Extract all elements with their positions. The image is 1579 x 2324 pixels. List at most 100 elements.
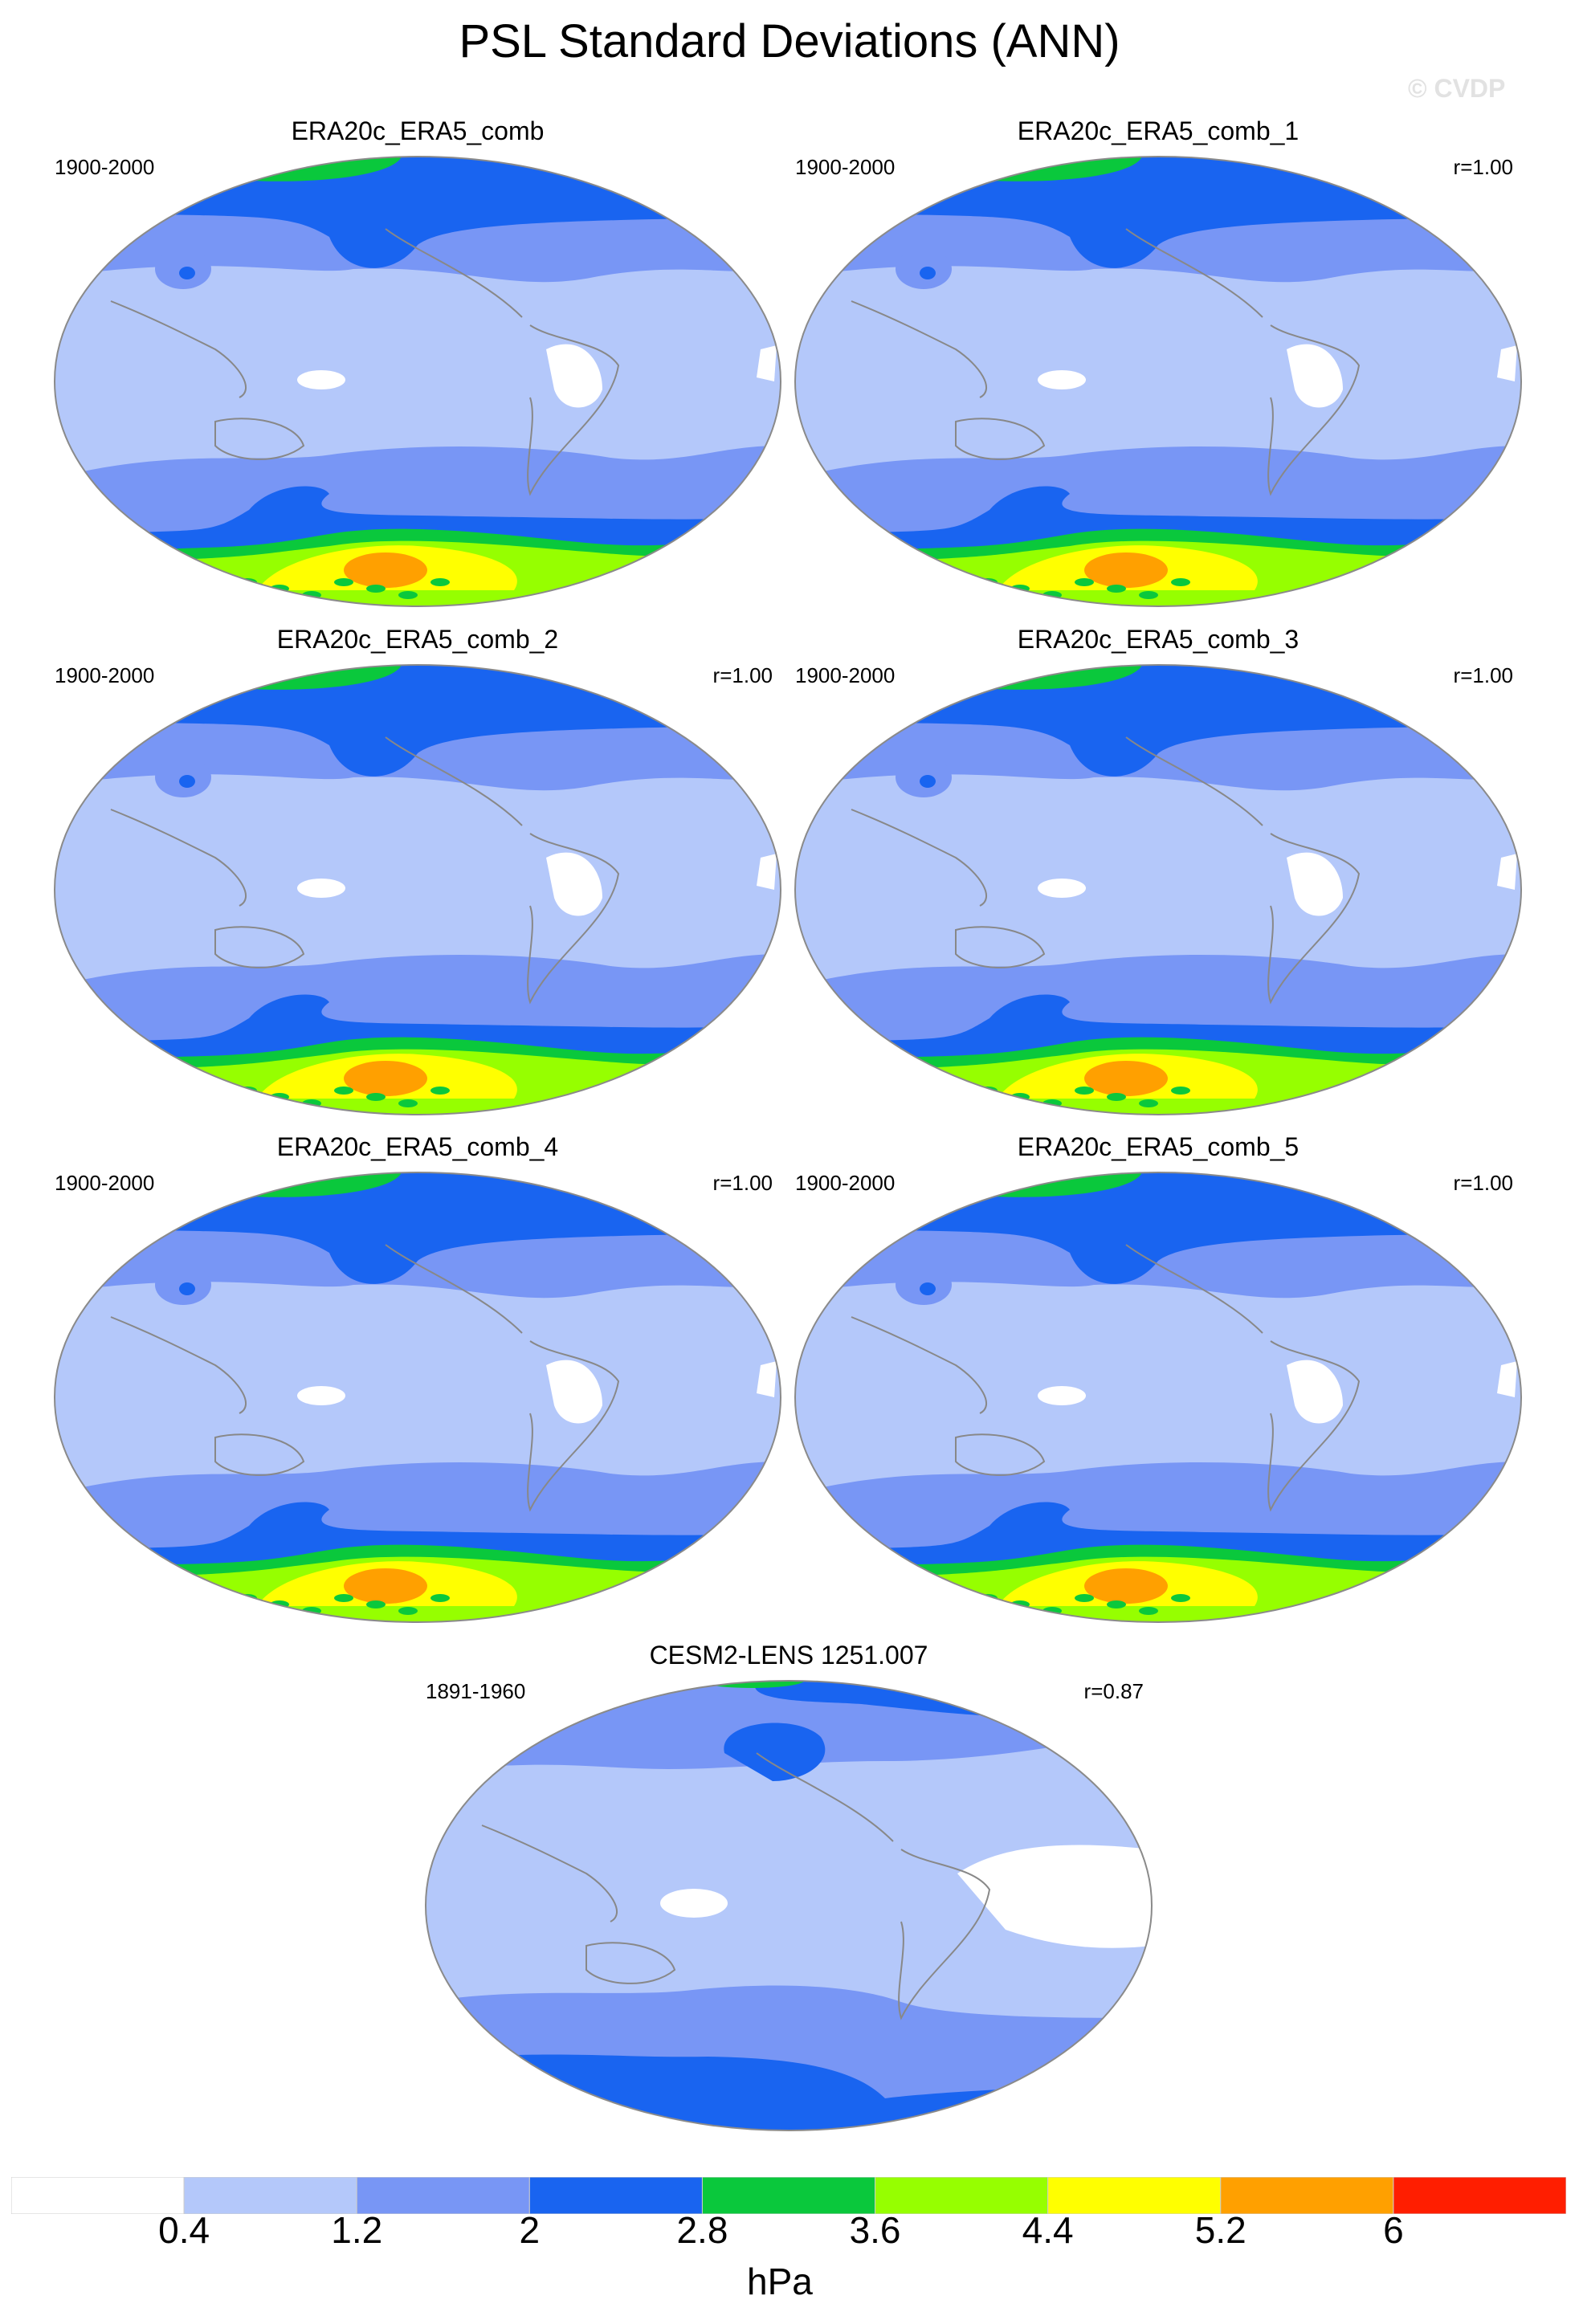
map-panel: ERA20c_ERA5_comb_1 1900-2000 r=1.00	[794, 116, 1522, 607]
colorbar-swatch	[1393, 2176, 1567, 2215]
panel-period: 1900-2000	[55, 663, 155, 687]
australia-coastline	[955, 418, 1046, 460]
north-lime	[217, 162, 252, 170]
south-speckle	[914, 1093, 933, 1101]
south-speckle	[1171, 1594, 1190, 1602]
south-orange	[1084, 1568, 1168, 1604]
amazon-white	[1287, 344, 1343, 408]
panel-correlation: r=1.00	[1453, 1171, 1513, 1195]
south-speckle	[914, 585, 933, 593]
south-orange	[344, 552, 427, 588]
map-panel: ERA20c_ERA5_comb_4 1900-2000 r=1.00	[54, 1132, 781, 1623]
pacific-white	[297, 879, 345, 898]
south-speckle	[398, 591, 418, 599]
australia-coastline	[214, 926, 305, 968]
south-speckle	[398, 1607, 418, 1615]
america-white	[957, 1845, 1152, 1948]
south-speckle	[882, 1594, 901, 1602]
asia-coastline	[851, 809, 988, 907]
figure-title: PSL Standard Deviations (ANN)	[459, 15, 1120, 67]
north-america-coastline	[756, 1752, 894, 1842]
south-speckle	[334, 1594, 353, 1602]
south-speckle	[946, 1099, 965, 1107]
map-outline	[54, 664, 781, 1115]
south-speckle	[366, 585, 386, 593]
north-america-coastline	[1125, 736, 1263, 826]
panel-period: 1900-2000	[55, 155, 155, 179]
north-lime	[957, 671, 993, 679]
asia-spot-core	[920, 1282, 936, 1295]
africa-white	[757, 1361, 777, 1397]
asia-coastline	[851, 1316, 988, 1414]
map-outline	[425, 1680, 1153, 2131]
south-speckle	[914, 1600, 933, 1608]
africa-white	[1497, 854, 1517, 890]
south-speckle	[1139, 1099, 1158, 1107]
australia-coastline	[955, 926, 1046, 968]
colorbar-tick-label: 5.2	[1194, 2209, 1246, 2251]
south-speckle	[366, 1600, 386, 1608]
south-america-coastline	[527, 833, 620, 1005]
south-speckle	[334, 578, 353, 586]
map-canvas	[794, 1172, 1522, 1623]
south-speckle	[946, 591, 965, 599]
south-speckle	[173, 1600, 193, 1608]
south-speckle	[206, 1099, 225, 1107]
pacific-white	[1038, 879, 1086, 898]
panel-period: 1891-1960	[426, 1679, 526, 1703]
map-canvas	[54, 1172, 781, 1623]
colorbar-tick-label: 0.4	[158, 2209, 210, 2251]
south-america-coastline	[898, 1849, 991, 2020]
colorbar-swatch	[528, 2176, 703, 2215]
map-field	[795, 1172, 1521, 1622]
colorbar-swatch	[183, 2176, 357, 2215]
panel-period: 1900-2000	[55, 1171, 155, 1195]
aleutian-blue	[724, 1723, 826, 1781]
map-field	[795, 665, 1521, 1115]
asia-coastline	[481, 1825, 618, 1922]
panel-period: 1900-2000	[795, 155, 896, 179]
south-speckle	[946, 1607, 965, 1615]
asia-spot-core	[179, 1282, 195, 1295]
south-speckle	[141, 578, 161, 586]
south-speckle	[1107, 1600, 1126, 1608]
africa-white	[757, 854, 777, 890]
map-field	[795, 157, 1521, 606]
south-orange	[1084, 1061, 1168, 1096]
colorbar-tick-label: 6	[1383, 2209, 1404, 2251]
south-speckle	[882, 1087, 901, 1095]
panel-title: ERA20c_ERA5_comb_2	[276, 625, 559, 654]
south-speckle	[1075, 1087, 1094, 1095]
panel-title: CESM2-LENS 1251.007	[649, 1641, 928, 1670]
north-america-coastline	[385, 1244, 523, 1334]
amazon-white	[546, 344, 602, 408]
colorbar-swatch	[1220, 2176, 1394, 2215]
south-america-coastline	[527, 324, 620, 496]
colorbar-swatch	[356, 2176, 530, 2215]
south-speckle	[430, 578, 450, 586]
asia-spot-core	[920, 775, 936, 788]
asia-spot-core	[179, 775, 195, 788]
south-speckle	[1171, 1087, 1190, 1095]
south-speckle	[430, 1594, 450, 1602]
south-speckle	[141, 1087, 161, 1095]
map-field	[55, 1172, 781, 1622]
pacific-white	[1038, 1386, 1086, 1405]
north-lime	[957, 1178, 993, 1186]
panel-title: ERA20c_ERA5_comb_4	[276, 1132, 559, 1161]
south-america-coastline	[1267, 1340, 1361, 1512]
amazon-white	[1287, 852, 1343, 916]
map-canvas	[794, 664, 1522, 1115]
north-lime	[957, 162, 993, 170]
asia-coastline	[851, 300, 988, 398]
map-outline	[54, 1172, 781, 1623]
south-speckle	[1075, 578, 1094, 586]
map-outline	[794, 1172, 1522, 1623]
map-panel: ERA20c_ERA5_comb_5 1900-2000 r=1.00	[794, 1132, 1522, 1623]
south-america-coastline	[1267, 324, 1361, 496]
colorbar-swatch	[875, 2176, 1049, 2215]
watermark: © CVDP	[1408, 74, 1506, 103]
australia-coastline	[214, 1433, 305, 1476]
south-speckle	[1107, 585, 1126, 593]
south-speckle	[1139, 591, 1158, 599]
